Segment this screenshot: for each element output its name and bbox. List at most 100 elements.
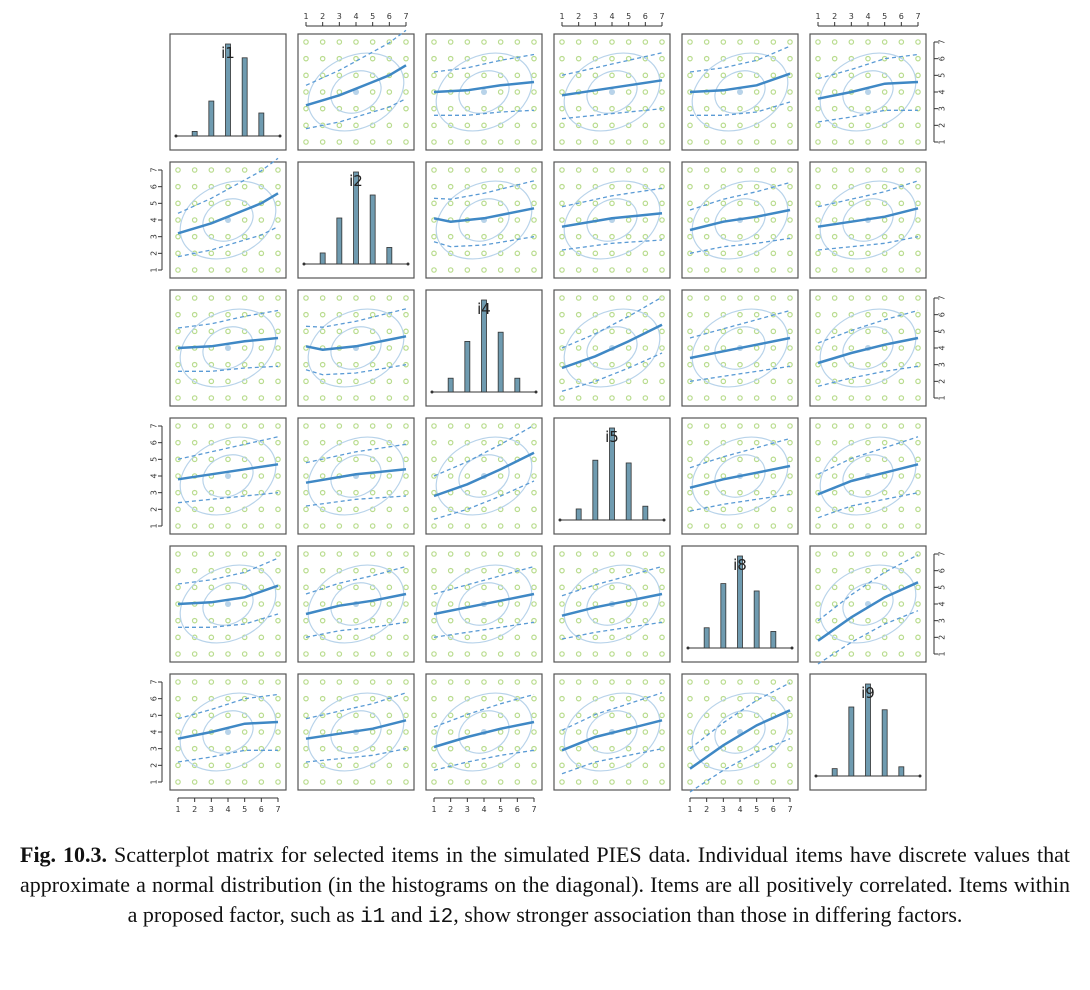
data-point bbox=[275, 473, 281, 479]
data-point bbox=[915, 378, 921, 385]
data-point bbox=[225, 551, 231, 557]
data-point bbox=[737, 167, 743, 173]
data-point bbox=[575, 217, 582, 223]
data-point bbox=[898, 183, 905, 190]
data-point bbox=[403, 139, 409, 145]
data-point bbox=[497, 55, 504, 62]
data-point bbox=[642, 551, 649, 557]
data-point bbox=[447, 745, 454, 752]
panel-i2-i4 bbox=[425, 161, 543, 279]
data-point bbox=[703, 712, 710, 719]
data-point bbox=[191, 295, 198, 301]
data-point bbox=[336, 395, 343, 401]
data-point bbox=[642, 601, 649, 607]
data-point bbox=[787, 311, 793, 318]
data-point bbox=[431, 105, 437, 112]
data-point bbox=[770, 378, 777, 385]
data-point bbox=[575, 745, 582, 752]
data-point bbox=[642, 105, 649, 112]
data-point bbox=[447, 695, 454, 702]
data-point bbox=[175, 167, 181, 173]
data-point bbox=[625, 167, 632, 173]
data-point bbox=[175, 250, 181, 257]
figure-label: Fig. 10.3. bbox=[20, 842, 108, 867]
data-point bbox=[386, 651, 393, 657]
lower-spread-line bbox=[817, 365, 919, 387]
data-point bbox=[403, 489, 409, 496]
data-point bbox=[865, 267, 871, 273]
data-point bbox=[241, 361, 248, 368]
data-point bbox=[447, 72, 454, 79]
data-point bbox=[703, 456, 710, 463]
data-point bbox=[575, 551, 582, 557]
data-point bbox=[464, 651, 471, 657]
data-point bbox=[303, 679, 309, 685]
data-point bbox=[881, 295, 888, 301]
data-point bbox=[431, 473, 437, 479]
data-point bbox=[531, 584, 537, 591]
data-point bbox=[687, 695, 693, 702]
histogram-bar bbox=[225, 43, 231, 137]
lower-spread-line bbox=[689, 365, 791, 382]
outer-ellipse bbox=[307, 564, 405, 644]
data-point bbox=[770, 762, 777, 769]
data-point bbox=[303, 584, 309, 591]
centroid bbox=[225, 601, 231, 607]
data-point bbox=[831, 423, 838, 429]
data-point bbox=[241, 311, 248, 318]
data-point bbox=[559, 105, 565, 112]
variable-label: i9 bbox=[861, 684, 875, 702]
data-point bbox=[464, 584, 471, 591]
data-point bbox=[514, 506, 521, 513]
data-point bbox=[609, 183, 615, 190]
data-point bbox=[319, 601, 326, 607]
data-point bbox=[319, 295, 326, 301]
data-point bbox=[865, 72, 871, 79]
data-point bbox=[898, 456, 905, 463]
data-point bbox=[753, 395, 760, 401]
inner-ellipse bbox=[458, 70, 510, 114]
histogram-bar bbox=[208, 100, 215, 137]
data-point bbox=[787, 473, 793, 479]
lower-spread-line bbox=[305, 495, 407, 507]
data-point bbox=[737, 122, 743, 129]
tick-label: 2 bbox=[150, 507, 159, 512]
data-point bbox=[881, 651, 888, 657]
tick-label: 4 bbox=[353, 12, 358, 21]
data-point bbox=[303, 55, 309, 62]
smoother-line bbox=[561, 212, 663, 228]
data-point bbox=[753, 729, 760, 735]
tick-label: 3 bbox=[150, 490, 159, 495]
data-point bbox=[386, 679, 393, 685]
data-point bbox=[659, 779, 665, 785]
data-point bbox=[865, 295, 871, 301]
data-point bbox=[514, 267, 521, 273]
data-point bbox=[848, 634, 855, 641]
data-point bbox=[403, 345, 409, 351]
data-point bbox=[208, 634, 215, 641]
data-point bbox=[815, 167, 821, 173]
data-point bbox=[865, 139, 871, 145]
data-point bbox=[703, 122, 710, 129]
inner-ellipse bbox=[330, 326, 382, 370]
data-point bbox=[275, 634, 281, 641]
tick-label: 6 bbox=[150, 696, 159, 701]
data-point bbox=[737, 72, 743, 79]
data-point bbox=[431, 523, 437, 529]
inner-ellipse bbox=[458, 198, 510, 242]
data-point bbox=[770, 361, 777, 368]
tick-label: 2 bbox=[448, 805, 453, 814]
smoother-line bbox=[817, 207, 919, 228]
data-point bbox=[464, 39, 471, 45]
data-point bbox=[898, 551, 905, 557]
data-point bbox=[865, 567, 871, 574]
data-point bbox=[386, 584, 393, 591]
upper-spread-line bbox=[689, 309, 791, 339]
data-point bbox=[720, 200, 727, 207]
upper-spread-line bbox=[305, 565, 407, 595]
data-point bbox=[737, 183, 743, 190]
data-point bbox=[336, 122, 343, 129]
data-point bbox=[431, 456, 437, 463]
data-point bbox=[559, 250, 565, 257]
baseline-end bbox=[686, 646, 690, 650]
